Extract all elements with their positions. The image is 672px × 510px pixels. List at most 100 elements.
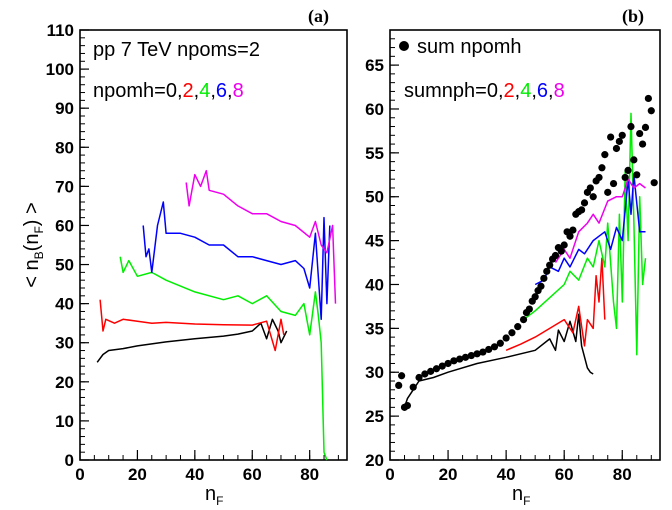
panel-b-scatter-point bbox=[444, 359, 452, 368]
panel-a-y-tick-label: 40 bbox=[55, 295, 74, 314]
panel-b-label: (b) bbox=[622, 6, 644, 27]
panel-b-series-line-2 bbox=[523, 112, 647, 356]
npomh-separator-1: , bbox=[177, 80, 183, 102]
npomh-value-6: 6 bbox=[216, 80, 227, 102]
panel-b-scatter-point bbox=[409, 383, 417, 391]
panel-a-x-axis-label: nF bbox=[205, 483, 223, 508]
sumnph-prefix: sumnph= bbox=[404, 80, 487, 102]
panel-b-y-tick-label: 60 bbox=[365, 100, 384, 119]
panel-b-scatter-point bbox=[546, 261, 554, 269]
panel-b-scatter-point bbox=[589, 193, 597, 201]
panel-a-y-tick-label: 20 bbox=[55, 373, 74, 392]
panel-b-scatter-point bbox=[607, 133, 615, 141]
panel-b-scatter-point bbox=[633, 171, 641, 179]
panel-a-series-line-3 bbox=[142, 201, 331, 321]
panel-b-scatter-point bbox=[531, 293, 539, 301]
panel-b-scatter-point bbox=[618, 131, 626, 139]
npomh-separator-3: , bbox=[210, 80, 216, 102]
panel-a-y-tick-label: 10 bbox=[55, 412, 74, 431]
panel-b-x-axis-label: nF bbox=[512, 483, 530, 508]
sumnph-value-4: 4 bbox=[520, 80, 531, 102]
sumnph-value-6: 6 bbox=[537, 80, 548, 102]
panel-b-scatter-point bbox=[560, 241, 568, 249]
panel-a-x-tick-label: 60 bbox=[243, 465, 262, 484]
panel-b-scatter-point bbox=[543, 267, 551, 275]
panel-b-scatter-point bbox=[537, 282, 545, 290]
panel-a-frame bbox=[79, 29, 348, 461]
npomh-value-8: 8 bbox=[233, 80, 244, 102]
panel-b-scatter-point bbox=[508, 329, 516, 337]
sumnph-separator-1: , bbox=[498, 80, 504, 102]
panel-b-scatter-point bbox=[609, 179, 618, 188]
sumnph-value-2: 2 bbox=[504, 80, 515, 102]
panel-b-scatter-point bbox=[540, 274, 548, 282]
panel-b-y-tick-label: 65 bbox=[365, 56, 384, 75]
panel-b-y-tick-label: 30 bbox=[365, 363, 384, 382]
panel-b-scatter-point bbox=[566, 232, 574, 240]
panel-b-y-tick-label: 55 bbox=[365, 144, 384, 163]
sumnph-separator-2: , bbox=[515, 80, 521, 102]
panel-a-y-tick-label: 100 bbox=[46, 60, 74, 79]
panel-a-label: (a) bbox=[308, 6, 329, 27]
panel-b-scatter-point bbox=[569, 226, 577, 234]
panel-b-scatter-point bbox=[638, 140, 647, 148]
npomh-prefix: npomh= bbox=[93, 80, 166, 102]
panel-a-y-tick-label: 0 bbox=[65, 451, 74, 470]
panel-b-scatter-point bbox=[612, 144, 621, 153]
panel-a-series-line-0 bbox=[96, 318, 288, 363]
legend-label-sum-npomh: sum npomh bbox=[417, 36, 522, 58]
panel-a-y-tick-label: 110 bbox=[47, 21, 74, 40]
panel-b-scatter-point bbox=[615, 137, 623, 146]
svg-text:< nB(nF) >: < nB(nF) > bbox=[21, 202, 46, 287]
panel-b-scatter-point bbox=[551, 251, 560, 260]
panel-b-scatter-point bbox=[403, 401, 412, 410]
panel-b-series-line-3 bbox=[534, 174, 646, 286]
panel-a-y-tick-label: 50 bbox=[55, 256, 74, 275]
panel-b-x-tick-label: 60 bbox=[555, 465, 574, 484]
panel-b-scatter-point bbox=[578, 206, 586, 214]
panel-b-frame bbox=[389, 29, 661, 461]
panel-b-scatter-point bbox=[624, 166, 632, 175]
panel-b-x-tick-label: 80 bbox=[613, 465, 632, 484]
panel-b-x-tick-label: 0 bbox=[385, 465, 394, 484]
panel-b-y-tick-label: 35 bbox=[365, 319, 384, 338]
panel-a-series-line-1 bbox=[99, 299, 285, 352]
panel-b-y-tick-label: 45 bbox=[365, 232, 384, 251]
panel-b-scatter-point bbox=[644, 94, 652, 103]
panel-b-scatter-point bbox=[641, 123, 650, 132]
legend-marker-sum-npomh bbox=[399, 41, 409, 51]
panel-b-scatter-point bbox=[502, 334, 510, 342]
panel-a-annotation-line1: pp 7 TeV npoms=2 bbox=[93, 39, 260, 61]
panel-b-scatter-point bbox=[398, 372, 406, 380]
panel-b-scatter-point bbox=[473, 350, 481, 358]
panel-b-scatter-point bbox=[630, 156, 638, 164]
panel-b-scatter-point bbox=[456, 355, 464, 363]
panel-b-scatter-point bbox=[525, 305, 533, 313]
panel-b-y-tick-label: 40 bbox=[365, 275, 384, 294]
npomh-value-0: 0 bbox=[166, 80, 177, 102]
npomh-separator-2: , bbox=[194, 80, 200, 102]
panel-b-scatter-point bbox=[621, 173, 629, 182]
panel-b-scatter-point bbox=[627, 122, 635, 131]
panel-b-y-tick-label: 25 bbox=[365, 407, 384, 426]
panel-a-y-tick-label: 30 bbox=[55, 334, 74, 353]
panel-b-scatter-point bbox=[438, 362, 446, 370]
panel-b-scatter-point bbox=[636, 129, 644, 138]
panel-b-scatter-point bbox=[557, 247, 565, 255]
panel-a-series-line-2 bbox=[119, 256, 328, 461]
panel-b-x-tick-label: 20 bbox=[439, 465, 458, 484]
panel-b-scatter-point bbox=[427, 367, 435, 375]
panel-b-scatter-point bbox=[485, 345, 493, 354]
panel-b-scatter-point bbox=[514, 323, 522, 331]
sumnph-value-8: 8 bbox=[554, 80, 565, 102]
panel-b-scatter-point bbox=[467, 351, 475, 360]
panel-b-scatter-point bbox=[432, 365, 441, 373]
panel-b-scatter-point bbox=[415, 373, 423, 382]
panel-b-series-line-0 bbox=[403, 313, 594, 408]
panel-b-scatter-point bbox=[586, 184, 594, 192]
panel-b-annotation-line2: sumnph=0,2,4,6,8 bbox=[404, 80, 565, 102]
panel-b-scatter-point bbox=[450, 357, 458, 365]
panel-b-series-line-4 bbox=[554, 178, 646, 264]
